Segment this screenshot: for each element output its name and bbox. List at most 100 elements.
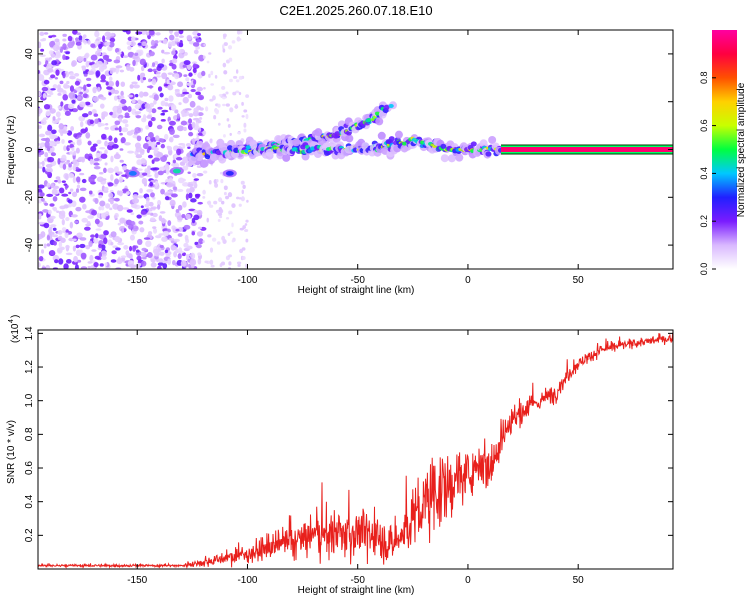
colorbar-ticks: 0.0 0.2 0.4 0.6 0.8 [699, 72, 716, 275]
spectrogram-cell [132, 197, 140, 204]
spectrogram-cell [84, 101, 91, 106]
spectrogram-cell [114, 197, 120, 202]
spectrogram-cell [98, 243, 103, 249]
spectrogram-cell [49, 226, 53, 230]
spectrogram-cell [246, 199, 249, 203]
spectrogram-cell [150, 206, 158, 210]
spectrogram-cell [38, 221, 45, 225]
snr-y-tick-label: 0.8 [24, 427, 35, 441]
spectrogram-cell [158, 166, 166, 171]
spectrogram-cell [95, 228, 102, 231]
spectrogram-cell [98, 66, 105, 72]
spectrogram-cell [175, 156, 183, 161]
snr-y-tick-label: 1.4 [24, 326, 35, 340]
spectrogram-cell [178, 102, 182, 106]
spectrogram-cell [175, 228, 180, 232]
spectrogram-cell [160, 143, 166, 149]
spectrogram-cell [165, 168, 170, 175]
spectrogram-y-tick-label: 0 [24, 146, 35, 152]
spectrogram-cell [100, 74, 106, 81]
spectrogram-cell [176, 125, 184, 132]
spectrogram-cell [139, 187, 143, 194]
spectrogram-cell [118, 117, 123, 123]
spectrogram-cell [146, 136, 151, 141]
spectrogram-cell [175, 209, 180, 213]
spectrogram-cell [113, 153, 121, 160]
spectrogram-cell [119, 217, 125, 224]
spectrogram-cell [172, 134, 180, 139]
spectrogram-cell [38, 200, 42, 204]
spectrogram-cell [116, 171, 123, 175]
spectrogram-cell [66, 159, 71, 163]
spectrogram-cell [166, 79, 170, 85]
spectrogram-cell [86, 220, 91, 225]
spectrogram-cell [203, 170, 208, 174]
spectrogram-cell [190, 88, 196, 93]
spectrogram-cell [146, 189, 154, 193]
spectrogram-cell [47, 68, 54, 73]
spectrogram-cell [184, 234, 189, 241]
spectrogram-cell [135, 146, 143, 153]
spectrogram-cell [157, 265, 162, 269]
spectrogram-cell [102, 35, 106, 43]
spectrogram-cell [74, 264, 79, 269]
spectrogram-cell [40, 138, 48, 141]
spectrogram-cell [334, 131, 341, 137]
spectrogram-cell [188, 113, 194, 118]
spectrogram-cell [97, 234, 105, 239]
spectrogram-cell [169, 199, 176, 207]
spectrogram-cell [128, 223, 134, 230]
spectrogram-cell [185, 254, 192, 257]
spectrogram-cell [51, 34, 57, 38]
spectrogram-cell [100, 206, 105, 211]
spectrogram-cell [109, 37, 116, 43]
spectrogram-cell [229, 132, 232, 136]
spectrogram-cell [45, 110, 51, 117]
spectrogram-cell [147, 154, 153, 159]
spectrogram-cell [186, 82, 193, 86]
spectrogram-cell [38, 91, 41, 97]
spectrogram-cell [209, 153, 218, 162]
spectrogram-cell [47, 209, 52, 215]
spectrogram-cell [113, 166, 119, 173]
spectrogram-cell [238, 75, 243, 80]
spectrogram-cell [43, 79, 50, 85]
spectrogram-cell [192, 67, 197, 74]
spectrogram-cell [244, 223, 248, 226]
spectrogram-cell [164, 196, 170, 201]
spectrogram-cell [185, 108, 192, 111]
spectrogram-cell [119, 69, 125, 73]
spectrogram-cell [103, 237, 108, 245]
spectrogram-cell [55, 118, 60, 123]
spectrogram-cell [185, 193, 189, 201]
spectrogram-cell [80, 252, 87, 260]
spectrogram-cell [50, 53, 56, 58]
spectrogram-cell [118, 95, 125, 100]
spectrogram-cell [145, 196, 150, 202]
spectrogram-cell [222, 103, 226, 107]
spectrogram-cell [132, 59, 136, 67]
spectrogram-cell [219, 263, 223, 268]
spectrogram-cell [196, 173, 204, 177]
spectrogram-cell [76, 32, 81, 36]
spectrogram-cell [148, 201, 154, 207]
spectrogram-cell [182, 182, 189, 187]
spectrogram-cell [170, 193, 178, 198]
spectrogram-cell [141, 177, 148, 185]
spectrogram-cell [129, 66, 135, 72]
tone-core [501, 147, 673, 152]
spectrogram-cell [90, 43, 96, 48]
spectrogram-cell [142, 114, 147, 121]
spectrogram-cell [96, 212, 101, 219]
spectrogram-cell [67, 41, 74, 49]
spectrogram-cell [160, 112, 165, 116]
spectrogram-cell [90, 54, 98, 61]
spectrogram-cell [154, 180, 159, 187]
spectrogram-cell [95, 50, 102, 57]
spectrogram-cell [141, 41, 147, 47]
spectrogram-cell [470, 141, 477, 147]
spectrogram-cell [89, 119, 94, 125]
spectrogram-cell [107, 167, 115, 174]
spectrogram-cell [237, 263, 241, 267]
spectrogram-cell [107, 182, 114, 187]
